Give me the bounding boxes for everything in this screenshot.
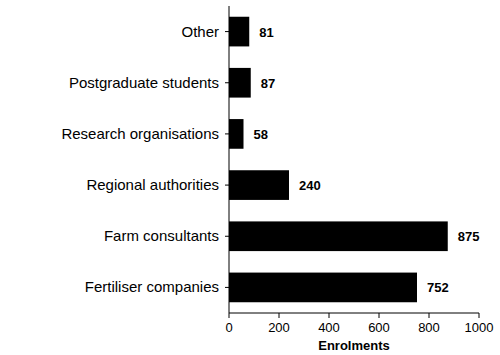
data-label: 875 (458, 229, 480, 244)
y-tick (225, 185, 229, 186)
bars (229, 17, 448, 303)
x-tick-label: 0 (225, 320, 232, 335)
data-label: 240 (299, 178, 321, 193)
x-tick-label: 1000 (465, 320, 494, 335)
y-tick (225, 287, 229, 288)
category-label: Fertiliser companies (85, 278, 219, 295)
x-tick-label: 400 (318, 320, 340, 335)
chart: 81 87 58 240 875 752 0 200 400 600 800 1000 Other Pos… (0, 0, 500, 355)
x-tick-label: 200 (268, 320, 290, 335)
category-label: Farm consultants (104, 227, 219, 244)
y-tick (225, 236, 229, 237)
category-label: Research organisations (61, 125, 219, 142)
y-tick (225, 133, 229, 134)
x-tick-label: 800 (418, 320, 440, 335)
data-label: 87 (261, 76, 275, 91)
x-tick (429, 313, 430, 318)
bar (229, 119, 244, 149)
category-label: Postgraduate students (69, 74, 219, 91)
bar (229, 68, 251, 98)
bar (229, 170, 289, 200)
x-tick (379, 313, 380, 318)
y-tick (225, 31, 229, 32)
category-label: Regional authorities (86, 176, 219, 193)
bar (229, 273, 417, 303)
category-label: Other (181, 23, 219, 40)
x-tick (329, 313, 330, 318)
data-label: 58 (254, 127, 268, 142)
data-label: 81 (259, 25, 273, 40)
data-label: 752 (427, 280, 449, 295)
x-axis-line (229, 313, 479, 314)
x-tick (479, 313, 480, 318)
bar (229, 17, 249, 47)
x-axis-label: Enrolments (318, 338, 390, 353)
x-tick (229, 313, 230, 318)
y-tick (225, 82, 229, 83)
x-tick-label: 600 (368, 320, 390, 335)
x-tick (279, 313, 280, 318)
y-axis-line (229, 6, 230, 313)
bar (229, 221, 448, 251)
